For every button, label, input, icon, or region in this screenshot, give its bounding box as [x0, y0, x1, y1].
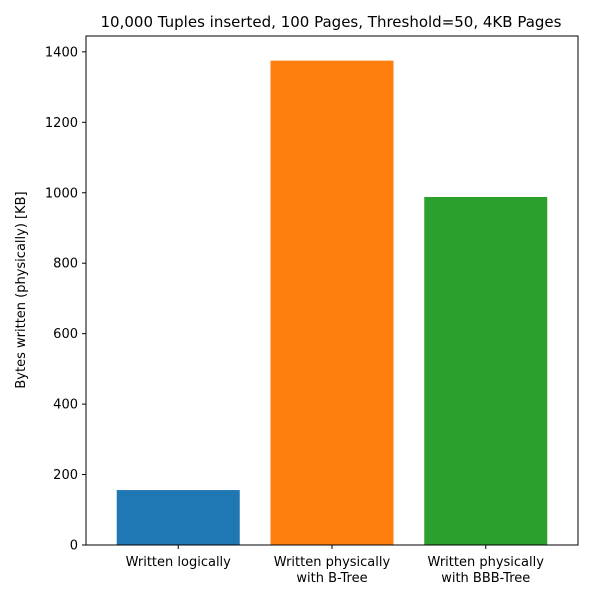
bar	[116, 490, 240, 545]
y-tick-label: 800	[53, 257, 78, 272]
y-axis-ticks: 0 200 400 600 800 1000 1200 1400	[45, 45, 86, 554]
y-tick-label: 0	[70, 539, 78, 554]
bar	[270, 60, 394, 545]
y-tick-label: 400	[53, 398, 78, 413]
bar	[424, 196, 548, 546]
y-tick-label: 200	[53, 468, 78, 483]
x-tick-label-line: Written physically	[274, 555, 391, 570]
y-axis-title: Bytes written (physically) [KB]	[14, 191, 29, 388]
x-tick-label-line: with B-Tree	[296, 571, 367, 586]
x-tick-label-line: Written physically	[428, 555, 545, 570]
x-tick-label: Written logically	[126, 555, 232, 570]
x-tick-label-line: with BBB-Tree	[441, 571, 530, 586]
y-tick-label: 1200	[45, 116, 78, 131]
plot-frame	[85, 35, 579, 546]
y-tick-label: 1400	[45, 45, 78, 60]
x-axis-ticks: Written logically Written physically with …	[126, 545, 545, 586]
x-tick-label-line: Written logically	[126, 555, 232, 570]
y-tick-label: 1000	[45, 186, 78, 201]
chart-title: 10,000 Tuples inserted, 100 Pages, Thres…	[101, 13, 562, 31]
x-tick-label: Written physically with B-Tree	[274, 555, 391, 586]
x-tick-label: Written physically with BBB-Tree	[428, 555, 545, 586]
bar-series	[116, 60, 548, 546]
y-tick-label: 600	[53, 327, 78, 342]
